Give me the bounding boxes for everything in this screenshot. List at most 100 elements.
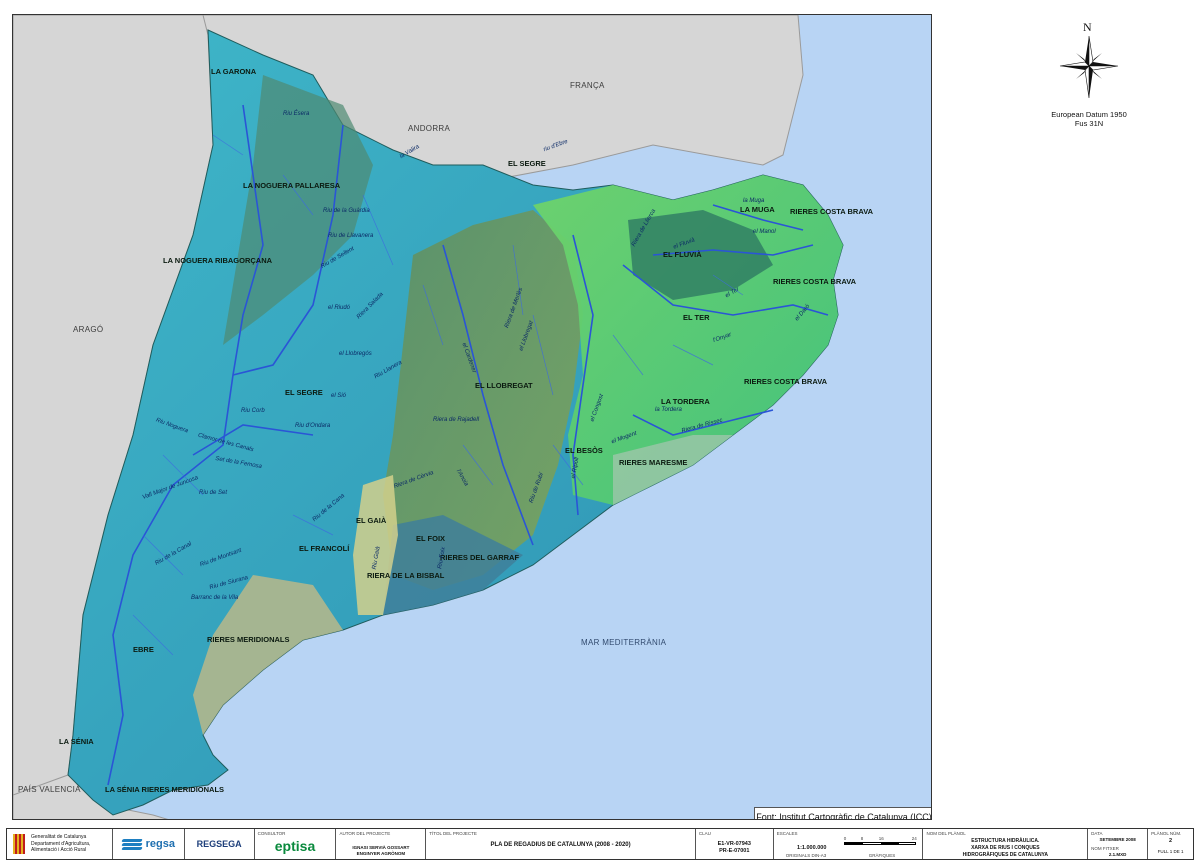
map-legend-panel: N European Datum 1950 Fus 31N (940, 14, 1190, 820)
river-network (107, 104, 829, 786)
regsega-cell: REGSEGA (185, 829, 255, 859)
map-frame: LA GARONA LA NOGUERA PALLARESA LA NOGUER… (12, 14, 932, 820)
data-caption: Data (1091, 831, 1103, 836)
region-label-la-senia-rieres: LA SÉNIA RIERES MERIDIONALS (105, 785, 225, 794)
datum-zone: Fus 31N (1074, 119, 1104, 128)
region-label-la-noguera-pallaresa: LA NOGUERA PALLARESA (243, 181, 341, 190)
river-label: la Tordera (655, 407, 682, 413)
datum-line: European Datum 1950 (1051, 110, 1127, 119)
region-pallaresa-fill (223, 75, 373, 345)
region-maresme-fill (613, 435, 733, 505)
planol-caption: Plànol núm. (1151, 831, 1182, 836)
titol-cell: Títol del projecte PLA DE REGADIUS DE CA… (426, 829, 696, 859)
region-label-rieres-costa-brava-1: RIERES COSTA BRAVA (790, 207, 874, 216)
data-value: SETEMBRE 2008 (1099, 837, 1136, 842)
country-label-franca: FRANÇA (570, 81, 605, 90)
titol-caption: Títol del projecte (429, 831, 477, 836)
autor-role: ENGINYER AGRÒNOM (356, 851, 406, 856)
region-label-el-segre: EL SEGRE (285, 388, 323, 397)
region-label-el-llobregat: EL LLOBREGAT (475, 381, 533, 390)
region-foix-fill (383, 515, 523, 615)
region-label-riera-de-la-bisbal: RIERA DE LA BISBAL (367, 571, 445, 580)
region-label-la-senia: LA SÉNIA (59, 737, 94, 746)
consultor-logo: eptisa (274, 838, 316, 854)
region-label-rieres-del-garraf: RIERES DEL GARRAF (440, 553, 520, 562)
regsa-logo-icon (120, 838, 143, 850)
river-label: Riu de Llavanera (328, 233, 374, 239)
region-label-la-noguera-ribagorcana: LA NOGUERA RIBAGORÇANA (163, 256, 273, 265)
nom-line: ESTRUCTURA HIDRÀULICA. (971, 838, 1040, 844)
river-label: Riu de Set (199, 490, 228, 496)
generalitat-line: Departament d'Agricultura, (31, 840, 91, 847)
autor-name: IGNASI SERVIÀ GOSSART (352, 845, 410, 850)
sea-label: MAR MEDITERRÀNIA (581, 638, 667, 647)
compass-rose-icon (1059, 35, 1119, 99)
data-cell: Data SETEMBRE 2008 Nom fitxer 2.1.MXD (1088, 829, 1149, 859)
river-label: Riu Ésera (283, 111, 310, 117)
region-label-el-fluvia: EL FLUVIÀ (663, 250, 702, 259)
region-label-rieres-maresme: RIERES MARESME (619, 458, 688, 467)
autor-caption: Autor del projecte (339, 831, 391, 836)
clau-cell: Clau E1-VR-07943 PR-E-07001 (696, 829, 774, 859)
region-label-el-gaia: EL GAIÀ (356, 516, 387, 525)
escala-value: 1:1.000.000 (797, 845, 827, 851)
escala-caption: Escales (776, 831, 798, 836)
clau-caption: Clau (698, 831, 711, 836)
region-fluvia-fill (628, 210, 773, 300)
generalitat-line: Generalitat de Catalunya (31, 834, 87, 841)
region-meridionals-fill (193, 575, 343, 735)
scale-tick: 8 (860, 836, 864, 841)
autor-cell: Autor del projecte IGNASI SERVIÀ GOSSART… (336, 829, 427, 859)
river-label: la Muga (743, 198, 765, 204)
region-label-el-foix: EL FOIX (416, 534, 446, 543)
planol-value: 2 (1169, 838, 1173, 844)
region-label-el-segre-north: EL SEGRE (508, 159, 546, 168)
consultor-caption: Consultor (257, 831, 286, 836)
river-label: el Riudó (328, 305, 351, 311)
generalitat-cell: Generalitat de Catalunya Departament d'A… (7, 829, 113, 859)
generalitat-text: Generalitat de Catalunya Departament d'A… (31, 834, 90, 854)
region-label-rieres-costa-brava-2: RIERES COSTA BRAVA (773, 277, 857, 286)
escala-cell: Escales 1:1.000.000 Originals DIN-A3 Grà… (774, 829, 924, 859)
nom-planol-cell: Nom del plànol ESTRUCTURA HIDRÀULICA. XA… (923, 829, 1089, 859)
clau-code-2: PR-E-07001 (719, 848, 750, 854)
north-letter: N (1083, 20, 1092, 34)
scale-tick: 24 (911, 836, 917, 841)
river-label: el Sió (331, 393, 347, 399)
full-value: FULL 1 DE 1 (1157, 849, 1184, 854)
river-label: el Manol (753, 229, 776, 235)
source-note: Font: Institut Cartogràfic de Catalunya … (754, 807, 931, 819)
fitxer-caption: Nom fitxer (1091, 846, 1119, 851)
river-label: Riu d'Ondara (295, 423, 331, 429)
scale-tick: 0 (843, 836, 847, 841)
nom-line: XARXA DE RIUS I CONQUES (971, 845, 1040, 851)
region-label-el-ter: EL TER (683, 313, 710, 322)
regsa-cell: regsa (113, 829, 185, 859)
region-label-el-besos: EL BESÒS (565, 446, 603, 455)
scale-bar (843, 842, 916, 845)
region-label-la-tordera: LA TORDERA (661, 397, 710, 406)
clau-code-1: E1-VR-07943 (717, 841, 751, 847)
scale-tick: 16 (878, 836, 884, 841)
river-label: Barranc de la Vila (191, 595, 239, 601)
country-label-pais-valencia: PAÍS VALENCIÀ (18, 785, 81, 794)
region-label-rieres-costa-brava-3: RIERES COSTA BRAVA (744, 377, 828, 386)
nom-caption: Nom del plànol (926, 831, 966, 836)
regsa-logo: regsa (145, 838, 175, 850)
regsega-logo: REGSEGA (196, 839, 242, 849)
consultor-cell: Consultor eptisa (255, 829, 337, 859)
fitxer-value: 2.1.MXD (1108, 852, 1127, 857)
escala-grafiques: Gràfiques (868, 853, 896, 858)
river-label: el Llobregós (339, 351, 372, 357)
nom-line: HIDROGRÀFIQUES DE CATALUNYA (962, 852, 1049, 858)
river-label: Riu de la Guàrdia (323, 208, 370, 214)
titol-value: PLA DE REGADIUS DE CATALUNYA (2008 - 202… (490, 842, 631, 848)
region-label-rieres-meridionals: RIERES MERIDIONALS (207, 635, 290, 644)
title-block: Generalitat de Catalunya Departament d'A… (6, 828, 1194, 860)
region-label-la-muga: LA MUGA (740, 205, 775, 214)
river-label: Riera de Rajadell (433, 417, 480, 423)
region-label-el-francoli: EL FRANCOLÍ (299, 544, 350, 553)
generalitat-line: Alimentació i Acció Rural (31, 847, 87, 854)
escala-originals: Originals DIN-A3 (785, 853, 827, 858)
river-tributaries (132, 134, 744, 656)
